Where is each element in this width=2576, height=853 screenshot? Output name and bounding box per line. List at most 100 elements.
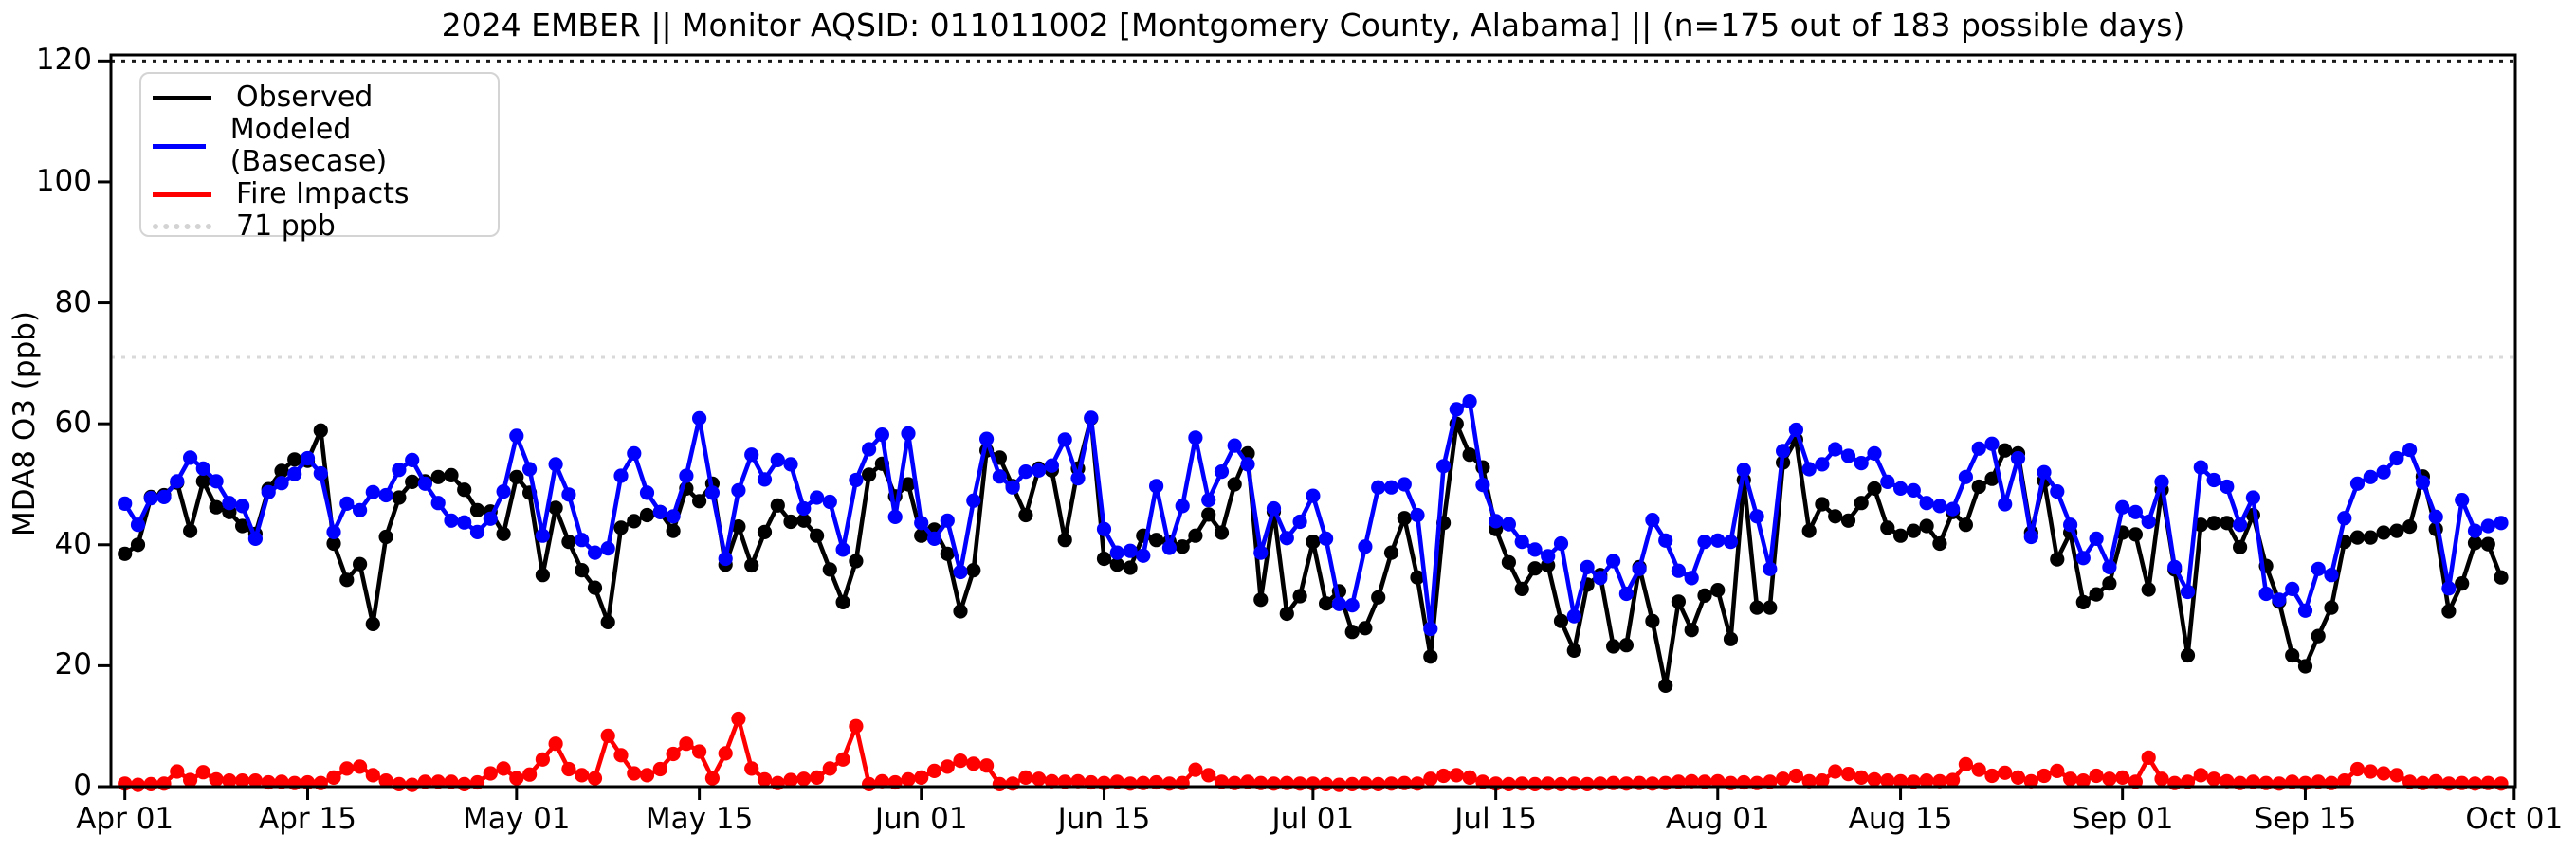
x-tick-label: Aug 01 xyxy=(1665,802,1770,836)
fire-impacts-point xyxy=(1018,770,1033,786)
observed-point xyxy=(1840,513,1856,528)
observed-point xyxy=(1371,590,1386,605)
modeled-basecase-point xyxy=(2141,514,2156,530)
observed-point xyxy=(849,554,864,569)
modeled-basecase-point xyxy=(143,491,158,506)
x-tick-label: May 15 xyxy=(645,802,754,836)
modeled-basecase-point xyxy=(2376,464,2391,480)
modeled-basecase-point xyxy=(887,509,903,525)
observed-point xyxy=(1397,511,1412,526)
fire-impacts-point xyxy=(2441,776,2457,791)
modeled-basecase-point xyxy=(587,545,603,560)
fire-impacts-point xyxy=(953,753,968,769)
observed-point xyxy=(365,616,380,632)
observed-point xyxy=(1606,639,1621,654)
fire-impacts-point xyxy=(1566,776,1581,791)
fire-impacts-point xyxy=(639,768,655,783)
modeled-basecase-point xyxy=(1161,540,1177,555)
modeled-basecase-point xyxy=(1383,480,1399,495)
modeled-basecase-point xyxy=(2206,472,2221,488)
modeled-basecase-point xyxy=(1005,480,1020,495)
modeled-basecase-point xyxy=(469,524,485,540)
fire-impacts-point xyxy=(1175,775,1190,790)
observed-point xyxy=(1201,507,1216,522)
modeled-basecase-point xyxy=(692,410,707,426)
modeled-basecase-point xyxy=(2037,464,2052,480)
legend-entry-71-ppb: 71 ppb xyxy=(153,210,488,243)
fire-impacts-point xyxy=(2193,768,2208,783)
modeled-basecase-point xyxy=(2245,490,2260,505)
modeled-basecase-point xyxy=(1292,514,1307,530)
fire-impacts-point xyxy=(2480,775,2495,790)
fire-impacts-point xyxy=(2154,771,2169,787)
observed-point xyxy=(195,474,210,489)
observed-point xyxy=(1723,631,1739,646)
modeled-basecase-point xyxy=(1123,543,1138,558)
observed-point xyxy=(1018,507,1033,523)
observed-point xyxy=(1684,623,1699,638)
fire-impacts-point xyxy=(2324,775,2339,790)
fire-impacts-point xyxy=(535,752,551,767)
fire-impacts-point xyxy=(1788,768,1803,784)
observed-point xyxy=(1292,589,1307,604)
modeled-basecase-point xyxy=(1671,563,1686,578)
modeled-basecase-point xyxy=(2272,592,2287,608)
modeled-basecase-point xyxy=(2480,518,2495,534)
modeled-basecase-point xyxy=(1436,459,1452,474)
fire-impacts-point xyxy=(718,746,733,761)
modeled-basecase-point xyxy=(1149,479,1164,494)
observed-point xyxy=(639,507,655,523)
modeled-basecase-point xyxy=(287,466,302,481)
modeled-basecase-point xyxy=(796,500,812,517)
fire-impacts-point xyxy=(1815,773,1830,789)
fire-impacts-point xyxy=(183,772,198,788)
modeled-basecase-point xyxy=(1084,410,1099,426)
observed-point xyxy=(430,469,446,484)
observed-point xyxy=(339,572,355,588)
modeled-basecase-point xyxy=(457,515,472,530)
fire-impacts-point xyxy=(940,759,955,774)
observed-point xyxy=(1893,528,1909,543)
x-tick-label: May 01 xyxy=(463,802,571,836)
observed-point xyxy=(966,563,981,578)
modeled-basecase-point xyxy=(2167,559,2183,575)
fire-impacts-point xyxy=(170,764,185,779)
observed-point xyxy=(1423,649,1438,664)
modeled-basecase-point xyxy=(1645,513,1660,528)
fire-impacts-point xyxy=(1462,770,1477,786)
observed-point xyxy=(1109,557,1124,572)
y-tick-label: 80 xyxy=(54,284,92,319)
modeled-basecase-point xyxy=(548,457,563,472)
fire-impacts-point xyxy=(575,768,590,783)
observed-point xyxy=(1527,561,1543,576)
fire-impacts-point xyxy=(1801,773,1817,789)
modeled-basecase-point xyxy=(1489,514,1504,529)
observed-point xyxy=(953,604,968,619)
x-tick-label: Apr 15 xyxy=(259,802,356,836)
fire-impacts-point xyxy=(1867,771,1882,787)
modeled-basecase-point xyxy=(1998,497,2013,512)
observed-point xyxy=(666,523,681,538)
fire-impacts-point xyxy=(2494,776,2509,791)
modeled-basecase-point xyxy=(926,531,942,547)
modeled-basecase-point xyxy=(326,524,341,540)
fire-impacts-point xyxy=(1449,768,1464,783)
observed-point xyxy=(835,594,850,610)
fire-impacts-point xyxy=(339,761,355,776)
fire-impacts-point xyxy=(483,766,498,781)
legend-entry-observed: Observed xyxy=(153,82,488,114)
modeled-basecase-point xyxy=(2363,469,2378,484)
modeled-basecase-point xyxy=(1893,481,1909,496)
observed-point xyxy=(209,499,224,515)
modeled-basecase-point xyxy=(783,457,798,472)
fire-impacts-point xyxy=(914,770,929,786)
observed-point xyxy=(496,526,511,541)
fire-impacts-point xyxy=(822,761,837,776)
fire-impacts-point xyxy=(1227,775,1242,790)
observed-point xyxy=(392,490,407,505)
observed-point xyxy=(1618,638,1634,653)
modeled-basecase-point xyxy=(2050,483,2065,499)
fire-impacts-point xyxy=(810,770,825,786)
observed-point xyxy=(757,524,773,540)
observed-point xyxy=(235,518,250,534)
